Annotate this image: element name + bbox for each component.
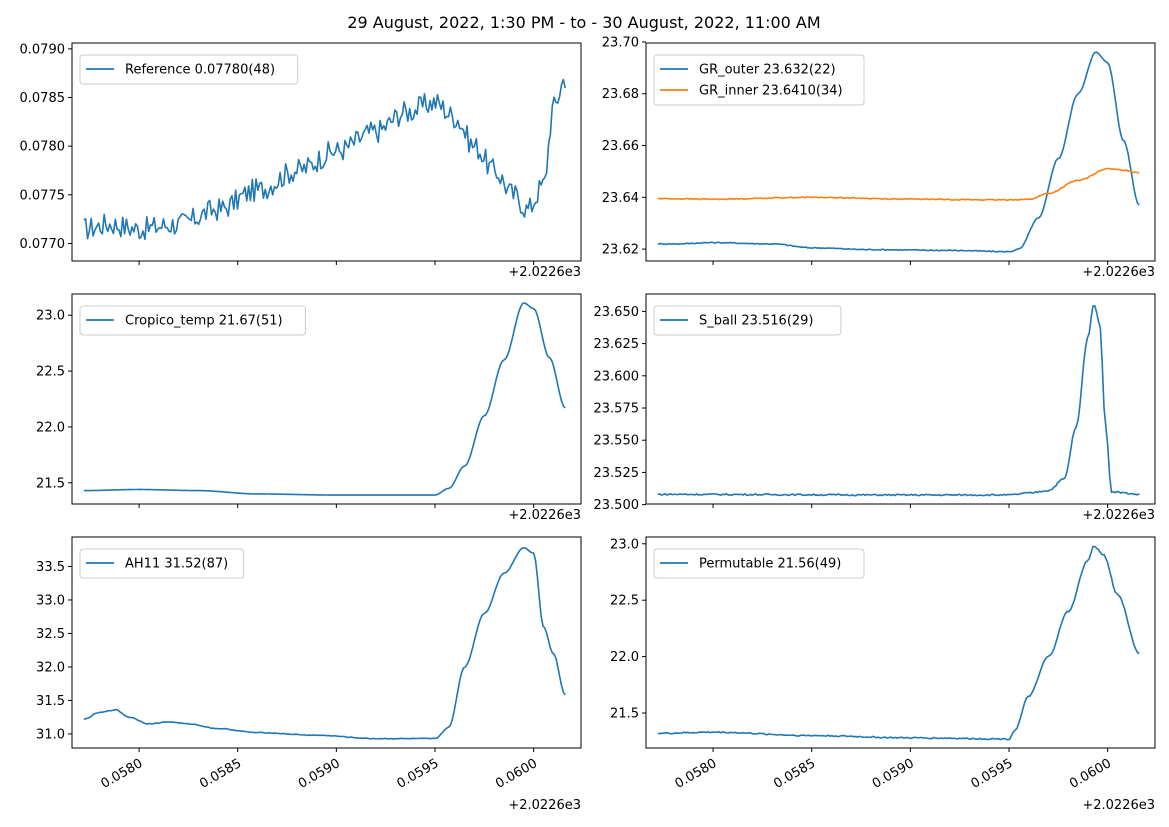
y-tick-label: 21.5 — [36, 476, 65, 491]
y-tick-label: 23.70 — [602, 35, 639, 50]
x-offset-label: +2.0226e3 — [1082, 798, 1155, 813]
y-tick-label: 23.62 — [602, 243, 639, 258]
y-tick-label: 0.0790 — [20, 42, 66, 57]
x-offset-label: +2.0226e3 — [508, 798, 581, 813]
legend-entry: GR_inner 23.6410(34) — [699, 84, 843, 99]
y-tick-label: 22.0 — [36, 420, 65, 435]
chart-panel-middle-right: 23.500 23.525 23.550 23.575 23.600 23.625 23.6… — [594, 293, 1156, 523]
chart-panel-bottom-right: 21.5 22.0 22.5 23.0 0.0580 0.0585 0.0590 0.0595… — [610, 536, 1156, 813]
y-tick-label: 21.5 — [610, 707, 639, 722]
x-tick-label: 0.0600 — [493, 756, 540, 792]
legend-box — [653, 305, 842, 336]
chart-panel-top-left: 0.0770 0.0775 0.0780 0.0785 0.0790 +2.0226e3 R… — [20, 42, 582, 280]
x-offset-label: +2.0226e3 — [508, 265, 581, 280]
x-tick-label: 0.0595 — [395, 756, 442, 792]
legend-box — [653, 54, 865, 106]
chart-panel-top-right: 23.62 23.64 23.66 23.68 23.70 +2.0226e3 GR_out… — [602, 35, 1156, 280]
legend-entry: Reference 0.07780(48) — [125, 63, 275, 78]
y-tick-label: 23.525 — [594, 466, 640, 481]
legend-box — [653, 548, 865, 579]
legend-entry: GR_outer 23.632(22) — [699, 63, 836, 78]
y-tick-label: 23.0 — [36, 309, 65, 324]
y-tick-label: 32.0 — [36, 660, 65, 675]
y-tick-label: 23.625 — [594, 337, 640, 352]
y-tick-label: 33.0 — [36, 593, 65, 608]
y-tick-label: 0.0780 — [20, 140, 66, 155]
axes-frame — [71, 536, 582, 749]
y-tick-label: 0.0785 — [20, 91, 66, 106]
x-tick-label: 0.0600 — [1067, 756, 1114, 792]
legend-entry: Cropico_temp 21.67(51) — [125, 314, 283, 329]
series-line-1 — [83, 302, 566, 496]
legend-box — [79, 548, 245, 579]
figure-suptitle: 29 August, 2022, 1:30 PM - to - 30 Augus… — [347, 13, 820, 32]
y-tick-label: 0.0770 — [20, 237, 66, 252]
series-line-1 — [657, 545, 1140, 741]
x-tick-label: 0.0580 — [673, 756, 720, 792]
y-tick-label: 23.550 — [594, 434, 640, 449]
y-tick-label: 23.66 — [602, 139, 639, 154]
legend: Reference 0.07780(48) — [79, 54, 299, 85]
chart-panel-middle-left: 21.5 22.0 22.5 23.0 +2.0226e3 Cropico_temp 21… — [36, 293, 582, 523]
y-tick-label: 23.650 — [594, 305, 640, 320]
x-tick-label: 0.0590 — [296, 756, 343, 792]
y-tick-label: 31.0 — [36, 727, 65, 742]
chart-panel-bottom-left: 31.0 31.5 32.0 32.5 33.0 33.5 0.0580 0.0585 0.05… — [36, 536, 582, 813]
x-tick-label: 0.0580 — [99, 756, 146, 792]
x-tick-label: 0.0585 — [197, 756, 244, 792]
y-tick-label: 22.0 — [610, 650, 639, 665]
y-tick-label: 23.600 — [594, 369, 640, 384]
y-tick-label: 23.68 — [602, 87, 639, 102]
legend: Permutable 21.56(49) — [653, 548, 865, 579]
series-line-1 — [657, 305, 1140, 497]
legend: Cropico_temp 21.67(51) — [79, 305, 306, 336]
y-tick-label: 23.64 — [602, 191, 639, 206]
y-tick-label: 0.0775 — [20, 188, 66, 203]
axes-frame — [645, 293, 1156, 505]
legend-entry: Permutable 21.56(49) — [699, 557, 841, 572]
x-tick-label: 0.0585 — [771, 756, 818, 792]
x-tick-label: 0.0595 — [969, 756, 1016, 792]
x-offset-label: +2.0226e3 — [1082, 508, 1155, 523]
y-tick-label: 23.500 — [594, 498, 640, 513]
x-offset-label: +2.0226e3 — [508, 508, 581, 523]
y-tick-label: 22.5 — [36, 365, 65, 380]
y-tick-label: 22.5 — [610, 594, 639, 609]
axes-frame — [71, 42, 582, 262]
y-tick-label: 31.5 — [36, 694, 65, 709]
legend: S_ball 23.516(29) — [653, 305, 842, 336]
y-tick-label: 23.0 — [610, 537, 639, 552]
legend-box — [79, 305, 306, 336]
axes-frame — [645, 42, 1156, 262]
axes-frame — [645, 536, 1156, 749]
series-line-1 — [657, 51, 1140, 253]
series-line-2 — [657, 167, 1140, 202]
legend: GR_outer 23.632(22) GR_inner 23.6410(34) — [653, 54, 865, 106]
x-tick-label: 0.0590 — [870, 756, 917, 792]
y-tick-label: 23.575 — [594, 402, 640, 417]
axes-frame — [71, 293, 582, 505]
legend-entry: S_ball 23.516(29) — [699, 314, 814, 329]
legend: AH11 31.52(87) — [79, 548, 245, 579]
series-line-1 — [83, 78, 567, 241]
series-line-1 — [83, 547, 566, 740]
y-tick-label: 33.5 — [36, 560, 65, 575]
x-offset-label: +2.0226e3 — [1082, 265, 1155, 280]
y-tick-label: 32.5 — [36, 627, 65, 642]
legend-entry: AH11 31.52(87) — [125, 557, 228, 572]
legend-box — [79, 54, 299, 85]
